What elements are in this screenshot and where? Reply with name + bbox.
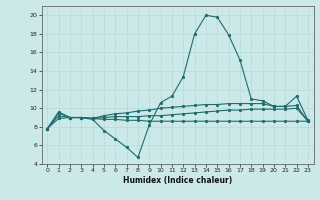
X-axis label: Humidex (Indice chaleur): Humidex (Indice chaleur) (123, 176, 232, 185)
